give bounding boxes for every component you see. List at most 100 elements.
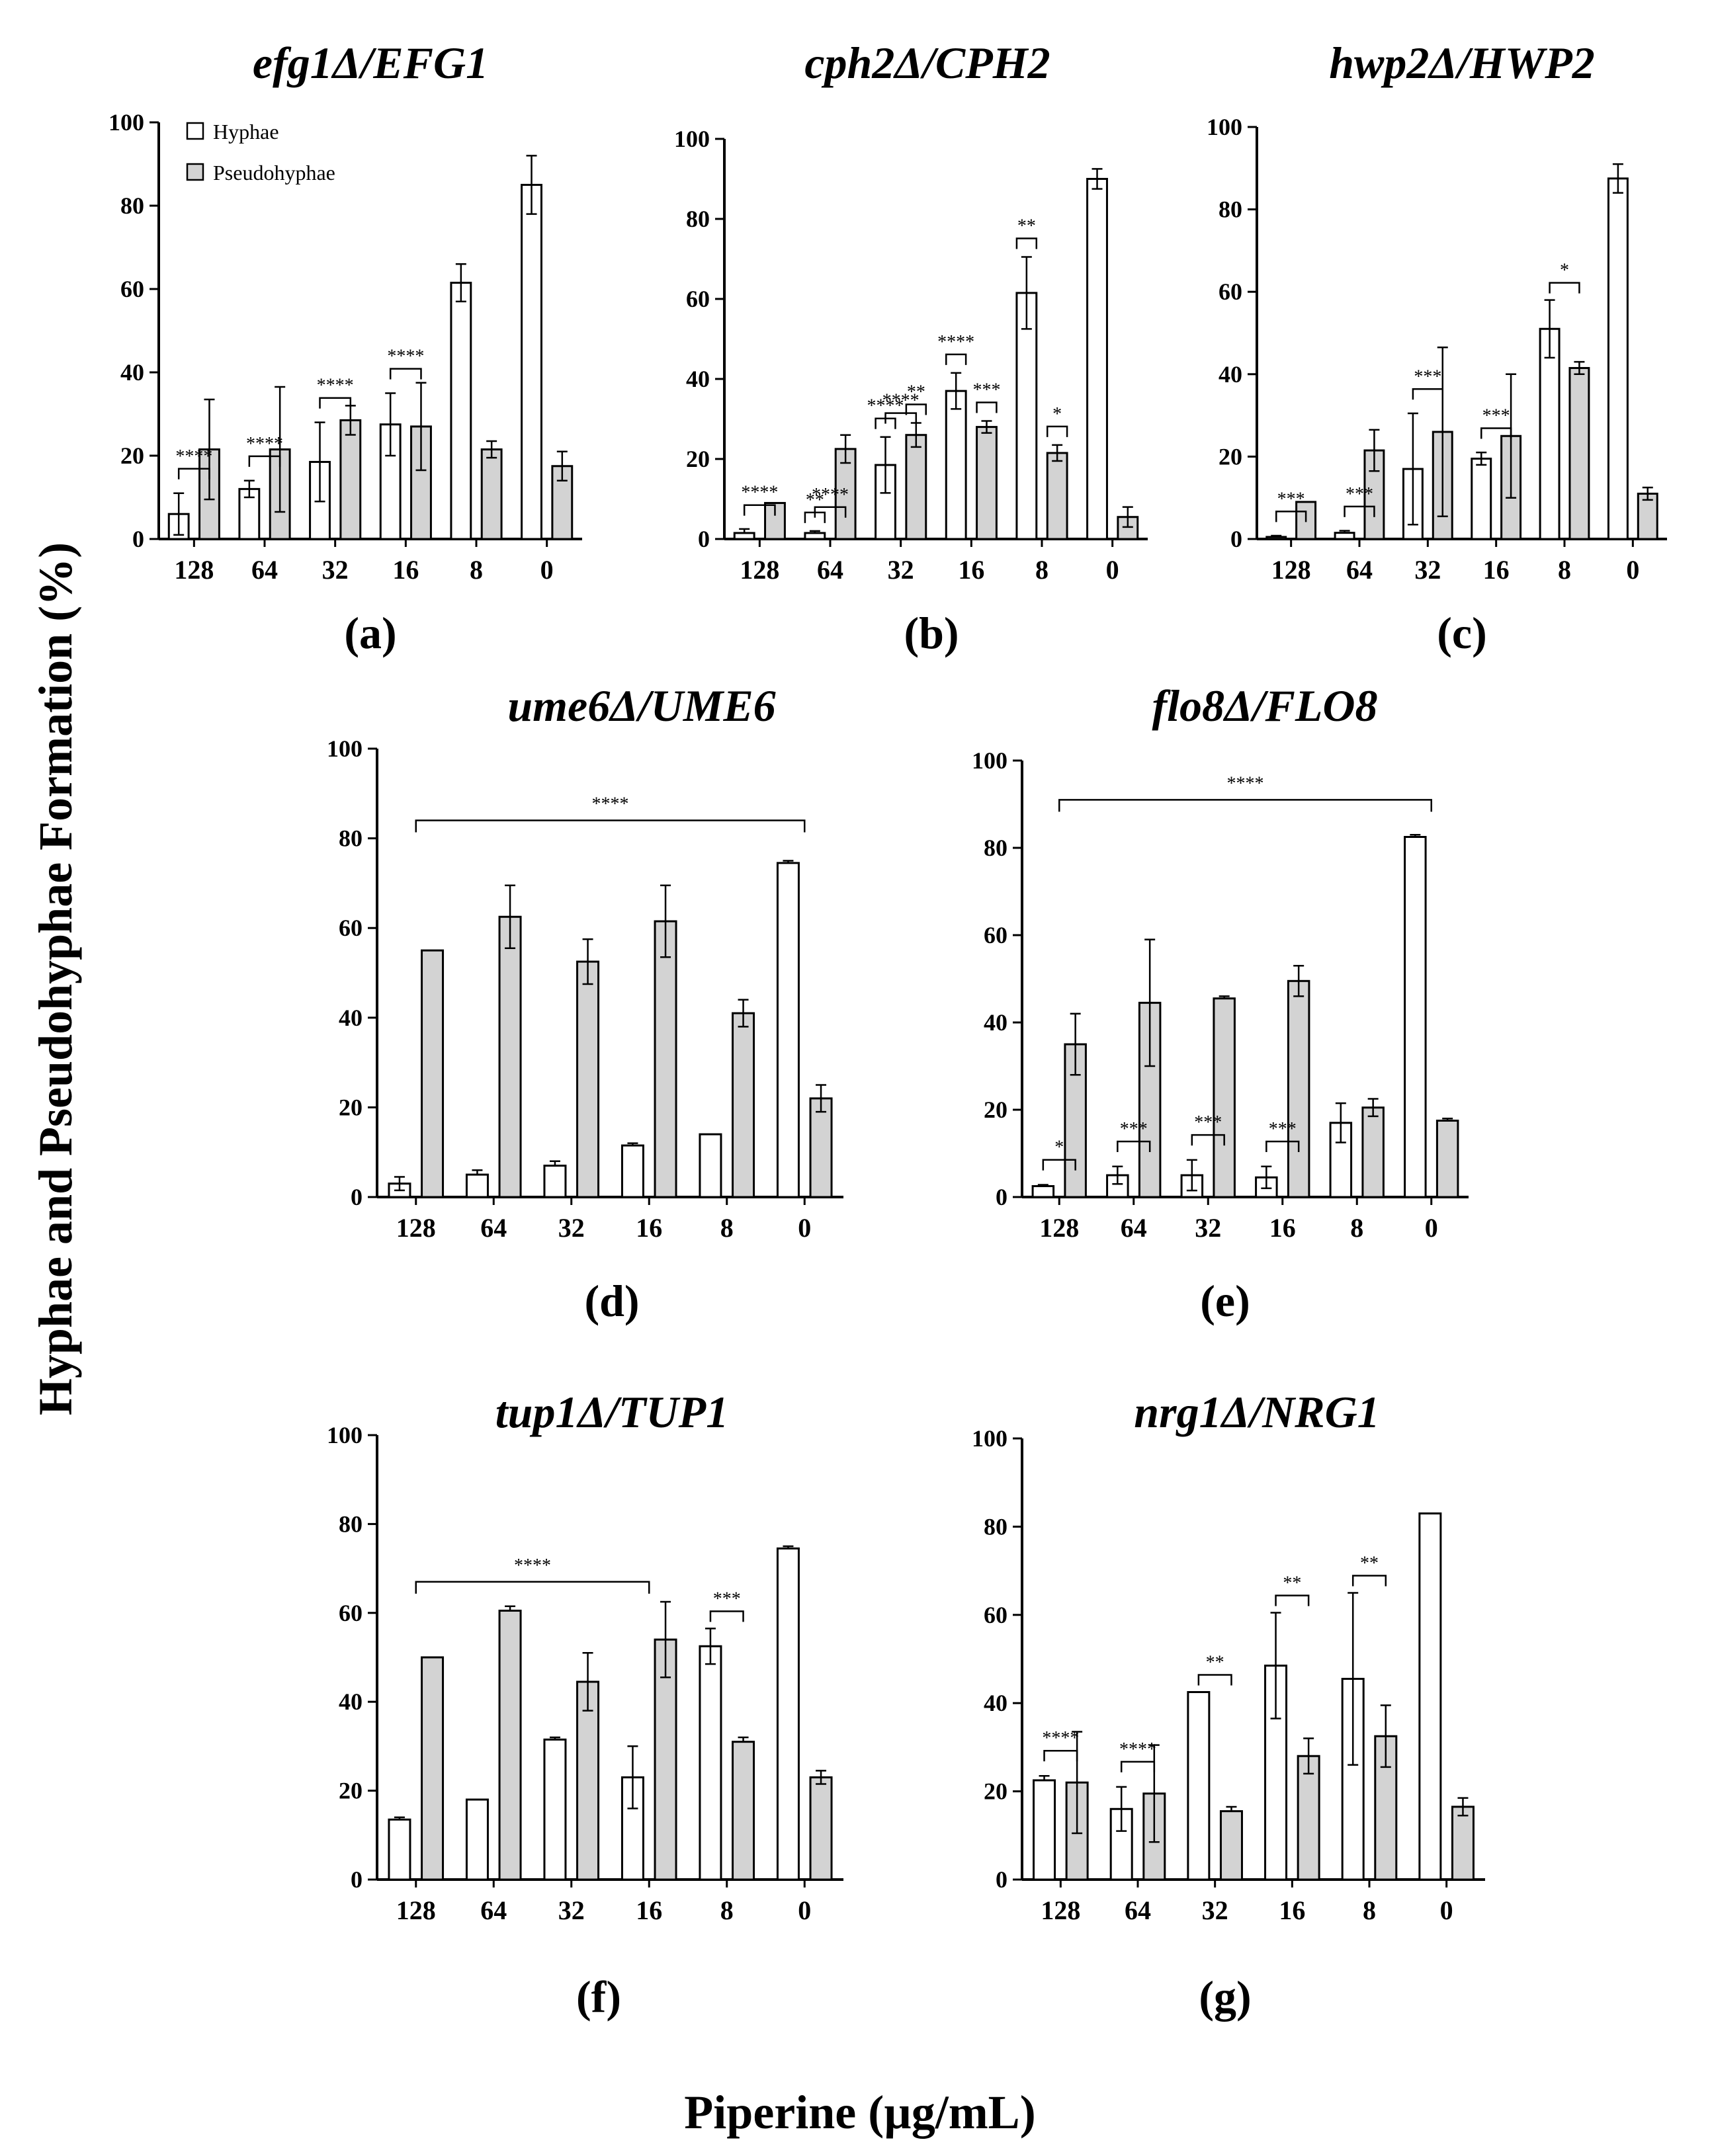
bar-hyphae xyxy=(1265,536,1287,540)
significance-label: ** xyxy=(806,490,824,511)
panel-a-title: efg1Δ/EFG1 xyxy=(253,38,488,88)
bar-hyphae xyxy=(1471,458,1492,540)
y-tick-label: 40 xyxy=(984,1009,1007,1036)
bar-hyphae xyxy=(1033,1779,1056,1881)
x-tick-label: 0 xyxy=(1425,1213,1438,1243)
y-tick-label: 60 xyxy=(984,1602,1007,1628)
bar-hyphae xyxy=(945,390,967,540)
significance-label: *** xyxy=(1482,405,1510,426)
panel-b-title: cph2Δ/CPH2 xyxy=(804,38,1050,88)
legend-label-hyphae: Hyphae xyxy=(213,120,279,144)
y-tick-label: 0 xyxy=(996,1866,1007,1893)
y-tick-label: 100 xyxy=(108,109,144,136)
significance-label: **** xyxy=(246,434,283,454)
significance-label: **** xyxy=(317,376,354,396)
significance-label: **** xyxy=(592,794,629,814)
bar-pseudohyphae xyxy=(976,426,998,540)
significance-bracket xyxy=(1351,1575,1387,1587)
y-tick-label: 20 xyxy=(120,442,144,469)
bar-pseudohyphae xyxy=(1287,979,1310,1198)
y-tick-label: 20 xyxy=(984,1097,1007,1123)
significance-bracket xyxy=(743,504,776,516)
significance-bracket xyxy=(415,819,806,833)
bar-hyphae xyxy=(621,1144,644,1198)
x-tick-label: 8 xyxy=(720,1895,734,1925)
significance-label: *** xyxy=(1269,1119,1297,1140)
x-tick-label: 32 xyxy=(1414,555,1441,585)
significance-label: * xyxy=(1054,1138,1064,1158)
panel-e-title: flo8Δ/FLO8 xyxy=(1152,681,1377,731)
x-tick-label: 0 xyxy=(540,555,554,585)
x-tick-label: 16 xyxy=(636,1213,662,1243)
bar-hyphae xyxy=(776,862,800,1198)
x-tick-label: 16 xyxy=(636,1895,662,1925)
x-tick-label: 32 xyxy=(558,1213,585,1243)
x-tick-label: 16 xyxy=(958,555,984,585)
legend-label-pseudohyphae: Pseudohyphae xyxy=(213,161,335,185)
bar-pseudohyphae xyxy=(1219,1810,1243,1881)
x-tick-label: 64 xyxy=(251,555,278,585)
y-tick-label: 40 xyxy=(120,359,144,386)
bar-pseudohyphae xyxy=(480,448,503,540)
significance-bracket xyxy=(1015,237,1038,249)
significance-label: ** xyxy=(907,382,925,403)
x-tick-label: 128 xyxy=(396,1213,436,1243)
bar-hyphae xyxy=(699,1645,722,1881)
bar-hyphae xyxy=(733,532,755,540)
significance-label: **** xyxy=(741,483,778,503)
significance-label: ** xyxy=(1360,1553,1379,1573)
x-tick-label: 8 xyxy=(1363,1895,1376,1925)
y-tick-label: 60 xyxy=(686,286,710,312)
y-tick-label: 40 xyxy=(339,1688,363,1715)
significance-bracket xyxy=(248,455,281,467)
significance-bracket xyxy=(945,353,967,365)
bar-pseudohyphae xyxy=(809,1097,833,1198)
x-tick-label: 128 xyxy=(1041,1895,1080,1925)
y-tick-label: 100 xyxy=(1207,114,1242,140)
x-tick-label: 32 xyxy=(1195,1213,1221,1243)
significance-label: * xyxy=(1560,261,1569,281)
significance-bracket xyxy=(804,511,826,523)
bar-hyphae xyxy=(1015,292,1038,540)
significance-bracket xyxy=(709,1610,744,1622)
significance-bracket xyxy=(1120,1761,1156,1772)
bar-pseudohyphae xyxy=(576,960,600,1198)
x-tick-label: 32 xyxy=(558,1895,585,1925)
panel-e-label: (e) xyxy=(1200,1276,1250,1326)
significance-bracket xyxy=(1412,388,1444,400)
significance-bracket xyxy=(905,403,927,415)
y-tick-label: 0 xyxy=(1230,526,1242,552)
significance-bracket xyxy=(1117,1140,1151,1152)
panel-f-label: (f) xyxy=(576,1971,621,2022)
significance-label: *** xyxy=(1194,1112,1222,1133)
y-tick-label: 100 xyxy=(674,126,710,152)
x-tick-label: 0 xyxy=(1626,555,1639,585)
bar-pseudohyphae xyxy=(421,949,445,1198)
x-tick-label: 0 xyxy=(798,1895,811,1925)
significance-label: **** xyxy=(1227,773,1264,794)
x-tick-label: 64 xyxy=(1125,1895,1151,1925)
x-tick-label: 128 xyxy=(1039,1213,1079,1243)
bar-hyphae xyxy=(543,1165,567,1198)
y-tick-label: 100 xyxy=(972,747,1007,774)
significance-label: **** xyxy=(812,485,849,505)
panel-c-title: hwp2Δ/HWP2 xyxy=(1329,38,1595,88)
x-tick-label: 16 xyxy=(1269,1213,1296,1243)
significance-label: **** xyxy=(1042,1728,1079,1749)
y-tick-label: 40 xyxy=(686,366,710,392)
y-tick-label: 80 xyxy=(339,1511,363,1537)
panel-g-label: (g) xyxy=(1199,1971,1251,2022)
panel-a-label: (a) xyxy=(344,608,396,658)
panel-g-title: nrg1Δ/NRG1 xyxy=(1134,1387,1379,1437)
significance-bracket xyxy=(1480,427,1512,439)
x-tick-label: 16 xyxy=(1483,555,1510,585)
y-tick-label: 0 xyxy=(132,526,144,552)
y-tick-label: 20 xyxy=(984,1778,1007,1805)
panel-f-title: tup1Δ/TUP1 xyxy=(495,1387,728,1437)
bar-pseudohyphae xyxy=(654,920,677,1198)
